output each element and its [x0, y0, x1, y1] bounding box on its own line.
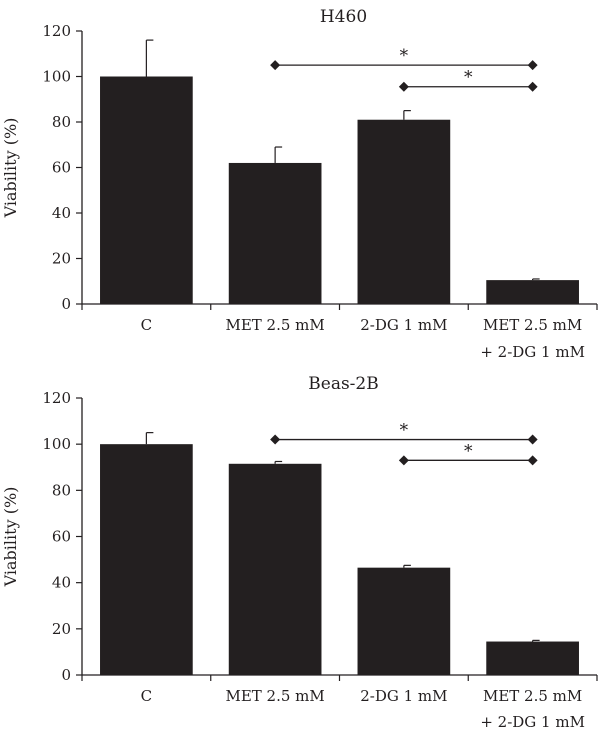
significance-diamond — [527, 81, 538, 92]
x-tick-label: + 2-DG 1 mM — [480, 713, 585, 731]
chart-panel-1: H460 Viability (%) 0 20 40 60 80 100 120 C MET 2.5… — [1, 7, 598, 361]
y-tick-label: 100 — [42, 68, 71, 86]
x-tick-label: 2-DG 1 mM — [360, 316, 447, 334]
y-tick-label: 120 — [42, 389, 71, 407]
y-tick-label: 40 — [52, 204, 71, 222]
x-tick-label: MET 2.5 mM — [483, 687, 582, 705]
x-tick-label: 2-DG 1 mM — [360, 687, 447, 705]
y-tick-label: 40 — [52, 574, 71, 592]
bar — [486, 641, 579, 675]
y-tick-label: 0 — [61, 666, 71, 684]
chart-title: H460 — [320, 7, 367, 27]
y-tick-label: 120 — [42, 22, 71, 40]
x-tick-label: MET 2.5 mM — [225, 687, 324, 705]
y-axis-label: Viability (%) — [1, 487, 20, 588]
significance-label: * — [464, 441, 473, 461]
chart-title: Beas-2B — [308, 374, 378, 394]
significance-diamond — [270, 434, 281, 445]
x-tick-label: MET 2.5 mM — [225, 316, 324, 334]
y-tick-label: 80 — [52, 113, 71, 131]
bar — [228, 162, 322, 304]
bar — [228, 463, 322, 675]
y-tick-label: 100 — [42, 435, 71, 453]
x-tick-label: + 2-DG 1 mM — [480, 343, 585, 361]
significance-diamond — [398, 455, 409, 466]
significance-diamond — [270, 60, 281, 71]
y-tick-label: 60 — [52, 528, 71, 546]
x-tick-label: MET 2.5 mM — [483, 316, 582, 334]
significance-label: * — [464, 68, 473, 88]
x-tick-label: C — [141, 316, 152, 334]
y-tick-label: 20 — [52, 250, 71, 268]
bar — [357, 567, 451, 675]
y-tick-label: 80 — [52, 481, 71, 499]
significance-diamond — [527, 60, 538, 71]
bar — [486, 280, 579, 304]
significance-label: * — [400, 421, 409, 441]
bar — [100, 76, 193, 304]
bar — [100, 444, 193, 675]
significance-label: * — [400, 46, 409, 66]
significance-diamond — [527, 455, 538, 466]
y-tick-label: 60 — [52, 159, 71, 177]
x-tick-label: C — [141, 687, 152, 705]
y-tick-label: 20 — [52, 620, 71, 638]
significance-diamond — [398, 81, 409, 92]
y-tick-label: 0 — [61, 295, 71, 313]
chart-panel-2: Beas-2B Viability (%) 0 20 40 60 80 100 120 C MET … — [1, 374, 598, 731]
bar — [357, 119, 451, 304]
y-axis-label: Viability (%) — [1, 118, 20, 219]
significance-diamond — [527, 434, 538, 445]
